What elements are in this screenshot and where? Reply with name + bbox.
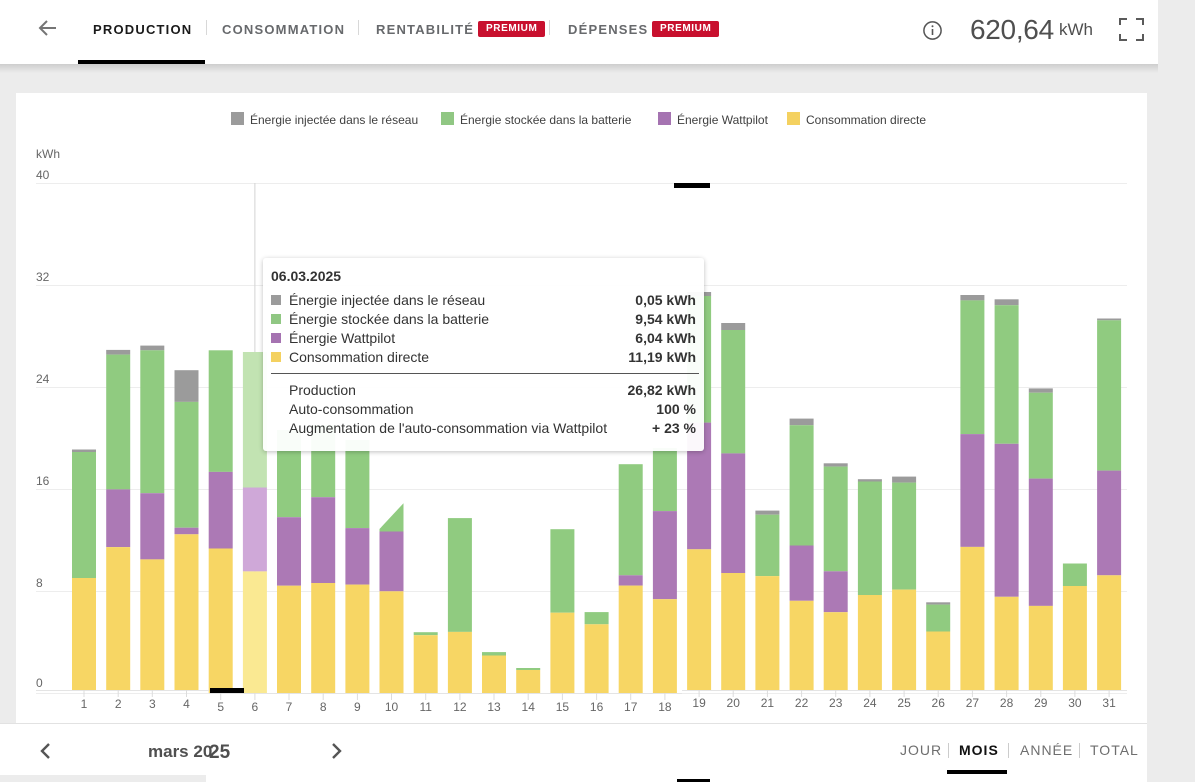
svg-text:25: 25	[897, 696, 911, 710]
svg-text:4: 4	[183, 697, 190, 711]
svg-text:10: 10	[385, 700, 399, 714]
svg-text:31: 31	[1102, 696, 1116, 710]
svg-text:12: 12	[453, 700, 467, 714]
svg-text:26: 26	[932, 696, 946, 710]
svg-text:22: 22	[795, 696, 809, 710]
svg-text:kWh: kWh	[36, 147, 60, 161]
svg-text:20: 20	[727, 696, 741, 710]
svg-text:24: 24	[36, 372, 50, 386]
svg-text:29: 29	[1034, 696, 1048, 710]
svg-text:11: 11	[419, 700, 432, 714]
svg-text:30: 30	[1068, 696, 1082, 710]
svg-text:14: 14	[522, 700, 536, 714]
svg-text:1: 1	[81, 697, 88, 711]
svg-text:13: 13	[487, 700, 501, 714]
svg-text:3: 3	[149, 697, 156, 711]
svg-text:16: 16	[36, 474, 50, 488]
svg-text:2: 2	[115, 697, 122, 711]
svg-text:7: 7	[286, 700, 293, 714]
svg-text:9: 9	[354, 700, 361, 714]
svg-text:0: 0	[36, 676, 43, 690]
svg-text:23: 23	[829, 696, 843, 710]
svg-text:28: 28	[1000, 696, 1014, 710]
svg-text:8: 8	[320, 700, 327, 714]
svg-text:19: 19	[692, 696, 706, 710]
svg-text:6: 6	[252, 700, 259, 714]
svg-text:32: 32	[36, 270, 50, 284]
svg-text:15: 15	[556, 700, 570, 714]
svg-text:17: 17	[624, 700, 638, 714]
svg-text:8: 8	[36, 576, 43, 590]
svg-text:21: 21	[761, 696, 775, 710]
svg-text:18: 18	[658, 700, 672, 714]
svg-text:5: 5	[217, 700, 224, 714]
svg-text:27: 27	[966, 696, 980, 710]
svg-text:40: 40	[36, 168, 50, 182]
svg-text:24: 24	[863, 696, 877, 710]
svg-text:16: 16	[590, 700, 604, 714]
